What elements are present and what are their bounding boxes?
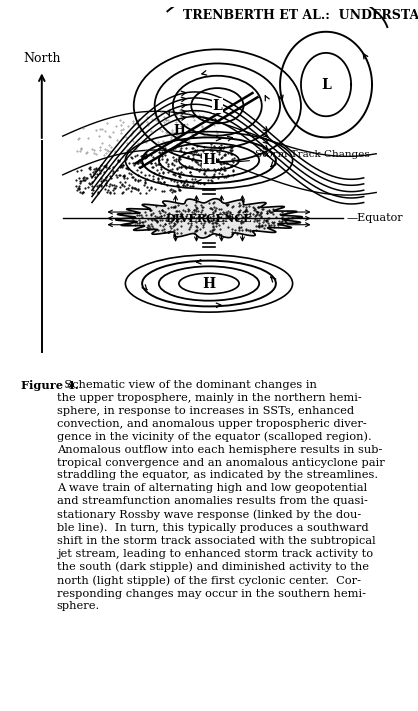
Text: L: L	[212, 99, 222, 113]
Text: TRENBERTH ET AL.:  UNDERSTA: TRENBERTH ET AL.: UNDERSTA	[183, 9, 418, 22]
Text: —Equator: —Equator	[347, 213, 403, 223]
Polygon shape	[116, 198, 302, 238]
Text: Storm Track Changes: Storm Track Changes	[237, 151, 370, 162]
Text: North: North	[23, 52, 61, 65]
Text: Schematic view of the dominant changes in
the upper troposphere, mainly in the n: Schematic view of the dominant changes i…	[57, 380, 385, 611]
Text: H: H	[202, 154, 216, 167]
Text: L: L	[321, 77, 331, 92]
Text: DIVERGENCE: DIVERGENCE	[166, 213, 252, 224]
Text: Figure 4.: Figure 4.	[21, 380, 79, 391]
Text: H: H	[202, 277, 216, 291]
Text: H: H	[174, 124, 186, 137]
